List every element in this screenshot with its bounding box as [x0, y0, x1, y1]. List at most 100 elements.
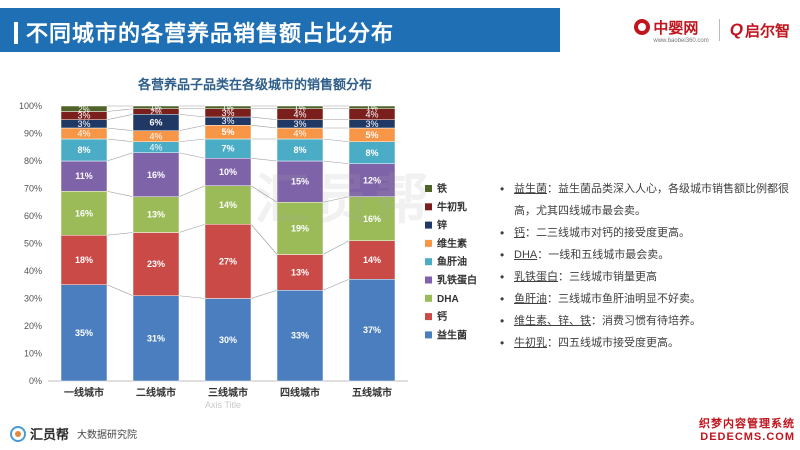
bar-segment — [60, 235, 108, 285]
x-tick-label: 五线城市 — [352, 386, 392, 399]
y-tick-label: 50% — [24, 239, 42, 249]
series-line — [178, 185, 206, 198]
legend-label: 钙 — [437, 310, 447, 323]
zhongying-logo: 中婴网 www.baobei360.com — [634, 17, 709, 44]
series-line — [250, 124, 278, 129]
data-label: 5% — [365, 130, 378, 140]
bar-segment — [348, 279, 396, 382]
legend-swatch — [425, 221, 432, 229]
bar-segment — [276, 202, 324, 255]
qier-name: 启尔智 — [744, 22, 790, 40]
zhongying-url: www.baobei360.com — [653, 37, 709, 44]
insight-key[interactable]: 牛初乳 — [514, 337, 547, 349]
insight-item: 钙：二三线城市对钙的接受度更高。 — [500, 222, 790, 244]
data-label: 35% — [75, 328, 93, 338]
bar-segment — [276, 290, 324, 382]
data-label: 3% — [221, 116, 234, 126]
legend-label: 维生素 — [437, 237, 467, 250]
stamp-line-1: 织梦内容管理系统 — [699, 418, 795, 430]
data-label: 16% — [147, 170, 165, 180]
insight-key[interactable]: DHA — [514, 249, 538, 261]
insight-key[interactable]: 维生素、锌、铁 — [514, 315, 591, 327]
logo-divider — [718, 19, 720, 41]
bar-segment — [132, 152, 180, 197]
insight-text: ：四五线城市接受度更高。 — [547, 337, 679, 349]
data-label: 15% — [291, 177, 309, 187]
data-label: 3% — [293, 119, 306, 129]
data-label: 5% — [221, 127, 234, 137]
data-label: 16% — [363, 214, 381, 224]
legend-swatch — [425, 258, 432, 266]
data-label: 33% — [291, 331, 309, 341]
bar-segment — [204, 158, 252, 186]
series-line — [106, 113, 134, 121]
legend-label: 锌 — [437, 219, 447, 232]
legend-swatch — [425, 276, 432, 284]
qier-logo: Q 启尔智 — [730, 20, 790, 41]
series-line — [322, 278, 350, 291]
series-line — [178, 152, 206, 159]
data-label: 4% — [149, 131, 162, 141]
series-line — [250, 116, 278, 121]
legend-label: 铁 — [437, 182, 447, 195]
insight-text: ：益生菌品类深入人心，各级城市销售额比例都很高，尤其四线城市最会卖。 — [514, 183, 789, 217]
bar-segment — [60, 191, 108, 236]
site-stamp: 织梦内容管理系统 DEDECMS.COM — [683, 415, 795, 447]
series-line — [178, 138, 206, 143]
y-tick-label: 0% — [29, 376, 42, 386]
zhongying-name: 中婴网 — [653, 19, 699, 37]
data-label: 19% — [291, 223, 309, 233]
data-label: 27% — [219, 256, 237, 266]
legend-label: 乳铁蛋白 — [437, 274, 477, 287]
data-label: 31% — [147, 333, 165, 343]
data-label: 37% — [363, 325, 381, 335]
footer-logo: 汇员帮 大数据研究院 — [10, 424, 137, 443]
footer-subtitle: 大数据研究院 — [77, 430, 138, 441]
insight-key[interactable]: 乳铁蛋白 — [514, 271, 558, 283]
data-label: 2% — [150, 108, 162, 117]
data-label: 13% — [147, 210, 165, 220]
series-line — [106, 232, 134, 236]
bar-segment — [348, 163, 396, 197]
data-label: 14% — [219, 200, 237, 210]
legend-swatch — [425, 185, 432, 192]
insight-text: ：三线城市鱼肝油明显不好卖。 — [547, 293, 701, 305]
series-line — [322, 160, 350, 165]
watermark: 汇员帮 — [255, 170, 435, 230]
data-label: 23% — [147, 259, 165, 269]
insight-key[interactable]: 钙 — [514, 227, 525, 239]
footer-brand: 汇员帮 — [30, 427, 70, 442]
insight-text: ：三线城市销量更高 — [558, 271, 657, 283]
y-tick-label: 10% — [24, 349, 42, 359]
series-line — [250, 185, 278, 203]
page-title: 不同城市的各营养品销售额占比分布 — [14, 16, 394, 48]
data-label: 1% — [222, 103, 234, 112]
series-line — [178, 124, 206, 132]
stamp-line-2: DEDECMS.COM — [700, 431, 795, 443]
series-line — [250, 157, 278, 162]
series-line — [250, 289, 278, 299]
series-line — [178, 113, 206, 118]
data-label: 3% — [221, 108, 234, 118]
y-tick-label: 100% — [19, 101, 42, 111]
y-tick-label: 60% — [24, 211, 42, 221]
bar-segment — [276, 105, 324, 109]
x-tick-label: 三线城市 — [208, 386, 248, 399]
insight-key[interactable]: 益生菌 — [514, 183, 547, 195]
x-tick-label: 四线城市 — [280, 386, 320, 399]
data-label: 4% — [293, 109, 306, 119]
y-tick-label: 30% — [24, 294, 42, 304]
data-label: 4% — [365, 109, 378, 119]
insight-key[interactable]: 鱼肝油 — [514, 293, 547, 305]
data-label: 8% — [365, 148, 378, 158]
data-label: 6% — [149, 118, 162, 128]
bar-segment — [276, 254, 324, 291]
bar-segment — [348, 105, 396, 109]
y-tick-label: 80% — [24, 156, 42, 166]
series-line — [322, 240, 350, 255]
bar-segment — [204, 224, 252, 299]
y-tick-label: 70% — [24, 184, 42, 194]
legend-swatch — [425, 239, 432, 247]
series-line — [250, 224, 278, 255]
data-label: 4% — [293, 129, 306, 139]
